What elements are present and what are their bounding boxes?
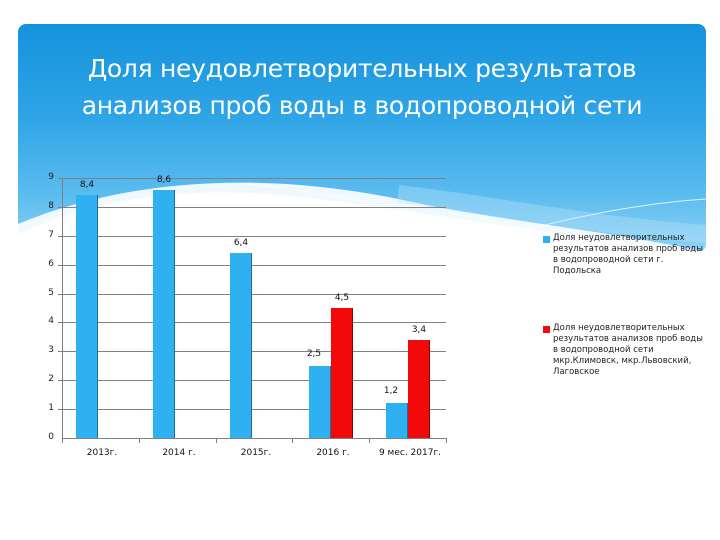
x-tick-label: 9 мес. 2017г. <box>378 448 442 458</box>
data-label: 4,5 <box>334 293 350 303</box>
legend-swatch-blue <box>543 236 550 243</box>
bar-red <box>331 308 353 438</box>
title-line-2: анализов проб воды в водопроводной сети <box>81 91 643 120</box>
bar-blue <box>230 253 252 438</box>
y-tick-label: 2 <box>48 374 54 384</box>
y-tick-label: 7 <box>48 230 54 240</box>
slide-title: Доля неудовлетворительных результатов ан… <box>18 50 706 124</box>
gridline <box>58 236 446 237</box>
legend-swatch-red <box>543 326 550 333</box>
x-tick <box>139 438 140 443</box>
gridline <box>58 178 446 179</box>
gridline <box>58 380 446 381</box>
x-tick <box>292 438 293 443</box>
gridline <box>58 265 446 266</box>
legend-item-klimovsk: Доля неудовлетворительных результатов ан… <box>553 323 703 377</box>
x-tick-label: 2014 г. <box>162 448 196 458</box>
gridline <box>58 409 446 410</box>
x-tick <box>369 438 370 443</box>
data-label: 1,2 <box>383 386 399 396</box>
x-tick <box>446 438 447 443</box>
y-tick-label: 8 <box>48 201 54 211</box>
bar-blue <box>153 190 175 438</box>
y-tick-label: 1 <box>48 403 54 413</box>
y-tick-label: 3 <box>48 345 54 355</box>
legend-item-podolsk: Доля неудовлетворительных результатов ан… <box>553 233 703 276</box>
x-tick-label: 2013г. <box>86 448 118 458</box>
bar-blue <box>76 195 98 438</box>
bar-blue <box>309 366 331 438</box>
bar-blue <box>386 403 408 438</box>
data-label: 2,5 <box>306 349 322 359</box>
data-label: 8,6 <box>156 175 172 185</box>
title-line-1: Доля неудовлетворительных результатов <box>87 54 637 83</box>
gridline <box>58 322 446 323</box>
x-tick <box>216 438 217 443</box>
x-axis <box>62 438 446 439</box>
slide-header-banner <box>18 24 706 252</box>
gridline <box>58 351 446 352</box>
y-tick-label: 0 <box>48 432 54 442</box>
x-tick-label: 2016 г. <box>316 448 350 458</box>
x-tick-label: 2015г. <box>240 448 272 458</box>
y-axis <box>62 178 63 438</box>
y-tick-label: 4 <box>48 316 54 326</box>
data-label: 3,4 <box>411 325 427 335</box>
gridline <box>58 207 446 208</box>
data-label: 8,4 <box>79 180 95 190</box>
y-tick-label: 5 <box>48 288 54 298</box>
data-label: 6,4 <box>233 238 249 248</box>
y-tick-label: 9 <box>48 172 54 182</box>
x-tick <box>62 438 63 443</box>
y-tick-label: 6 <box>48 259 54 269</box>
gridline <box>58 294 446 295</box>
bar-red <box>408 340 430 438</box>
